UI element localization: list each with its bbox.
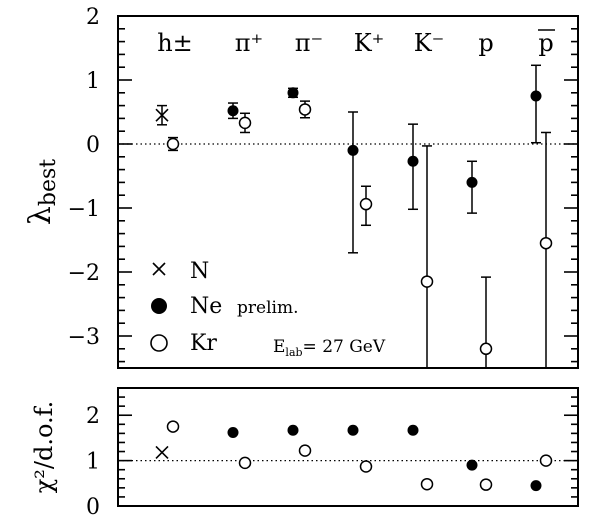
point-ne-π-plus [227, 105, 239, 117]
upper-panel: 2 1 0 −1 −2 −3 h± π⁺ π⁻ K⁺ K⁻ p p N Ne prelim… [23, 5, 579, 369]
point-kr-pbar [539, 236, 553, 250]
point-ne-K-plus [347, 144, 359, 156]
y-tick-label: 2 [86, 404, 100, 429]
legend-marker-cross [152, 262, 166, 276]
y-tick-label: 1 [86, 450, 100, 475]
point-ne-K-minus [407, 155, 419, 167]
category-label-k-plus: K⁺ [354, 29, 385, 57]
upper-y-axis-title: λbest [23, 159, 61, 225]
point-ne-π-plus [227, 426, 239, 438]
energy-annotation-sub: lab [285, 346, 302, 359]
point-ne-p [466, 459, 478, 471]
category-labels: h± π⁺ π⁻ K⁺ K⁻ p p [157, 29, 555, 57]
point-n-hpm [155, 108, 169, 122]
category-label-k-minus: K⁻ [414, 29, 445, 57]
y-tick-label: −2 [68, 261, 100, 286]
legend-label-kr: Kr [190, 331, 217, 356]
y-tick-label: 0 [86, 495, 100, 520]
point-kr-π-minus [298, 444, 312, 457]
energy-annotation-main: E [273, 337, 285, 357]
legend-label-n: N [190, 259, 209, 284]
point-n-hpm [155, 445, 169, 460]
point-kr-K-plus [359, 460, 373, 473]
point-kr-p [479, 342, 493, 356]
upper-ticks [118, 15, 578, 363]
legend-label-ne: Ne [190, 294, 222, 319]
point-ne-p [466, 176, 478, 188]
point-kr-pbar [539, 454, 553, 467]
point-ne-K-minus [407, 424, 419, 436]
y-tick-label: 2 [86, 5, 100, 30]
lower-ticks [118, 387, 578, 507]
energy-annotation-rest: = 27 GeV [303, 337, 386, 357]
point-ne-pbar [530, 90, 542, 102]
lower-tick-labels: 2 1 0 [86, 404, 100, 520]
point-kr-hpm [166, 137, 180, 151]
point-ne-K-plus [347, 424, 359, 436]
category-label-p: p [478, 29, 493, 57]
point-ne-pbar [530, 480, 542, 492]
legend-label-prelim: prelim. [237, 298, 298, 318]
lower-marks [155, 420, 553, 492]
upper-tick-labels: 2 1 0 −1 −2 −3 [68, 5, 100, 350]
point-kr-p [479, 478, 493, 491]
lower-panel: 2 1 0 χ²/d.o.f. [30, 387, 579, 520]
lower-y-axis-title: χ²/d.o.f. [30, 401, 58, 494]
point-kr-π-minus [298, 103, 312, 116]
point-kr-K-minus [420, 275, 434, 288]
point-ne-π-minus [287, 87, 299, 99]
point-ne-π-minus [287, 424, 299, 436]
point-kr-K-plus [359, 197, 373, 211]
point-kr-K-minus [420, 477, 434, 491]
point-kr-π-plus [238, 456, 252, 470]
legend-marker-open-circle [150, 334, 168, 352]
legend: N Ne prelim. Kr Elab= 27 GeV [150, 259, 386, 359]
category-label-pi-minus: π⁻ [295, 29, 323, 57]
category-label-pbar: p [538, 29, 553, 57]
point-kr-hpm [166, 420, 180, 433]
legend-marker-filled-circle [151, 298, 167, 314]
category-label-pi-plus: π⁺ [235, 29, 263, 57]
energy-annotation: Elab= 27 GeV [273, 337, 386, 359]
category-label-h: h± [157, 29, 193, 57]
y-tick-label: 1 [86, 69, 100, 94]
y-tick-label: 0 [86, 133, 100, 158]
y-tick-label: −3 [68, 325, 100, 350]
lower-plot-frame [117, 387, 579, 507]
y-tick-label: −1 [68, 197, 100, 222]
upper-marks [155, 64, 553, 368]
upper-plot-frame [117, 15, 579, 369]
point-kr-π-plus [238, 116, 252, 130]
